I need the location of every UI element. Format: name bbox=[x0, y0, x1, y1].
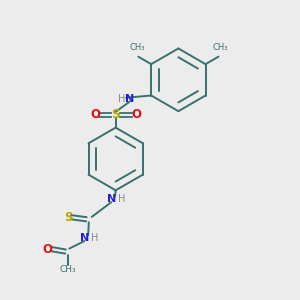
Text: O: O bbox=[90, 108, 100, 121]
Text: O: O bbox=[43, 243, 53, 256]
Text: CH₃: CH₃ bbox=[212, 43, 228, 52]
Text: H: H bbox=[118, 194, 125, 204]
Text: H: H bbox=[91, 233, 98, 243]
Text: N: N bbox=[106, 194, 116, 204]
Text: N: N bbox=[125, 94, 134, 103]
Text: N: N bbox=[80, 233, 89, 243]
Text: CH₃: CH₃ bbox=[129, 43, 145, 52]
Text: S: S bbox=[111, 108, 120, 121]
Text: H: H bbox=[118, 94, 125, 103]
Text: O: O bbox=[131, 108, 141, 121]
Text: S: S bbox=[64, 211, 72, 224]
Text: CH₃: CH₃ bbox=[60, 265, 76, 274]
